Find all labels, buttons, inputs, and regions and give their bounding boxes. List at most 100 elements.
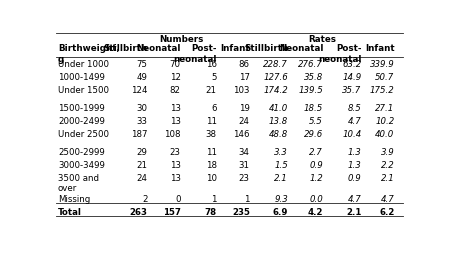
Text: 1.5: 1.5 [274, 161, 288, 170]
Text: 18: 18 [206, 161, 217, 170]
Text: 27.1: 27.1 [375, 104, 395, 113]
Text: 6.9: 6.9 [273, 208, 288, 217]
Text: Stillbirth: Stillbirth [104, 44, 148, 53]
Text: 1.3: 1.3 [348, 161, 361, 170]
Text: 276.7: 276.7 [298, 60, 323, 69]
Text: 10.2: 10.2 [375, 117, 395, 126]
Text: 82: 82 [170, 86, 181, 95]
Text: 4.7: 4.7 [348, 117, 361, 126]
Text: 0.0: 0.0 [309, 195, 323, 204]
Text: Post-
neonatal: Post- neonatal [174, 44, 217, 64]
Text: 175.2: 175.2 [370, 86, 395, 95]
Text: 3.3: 3.3 [274, 148, 288, 157]
Text: 12: 12 [170, 73, 181, 82]
Text: 1.2: 1.2 [309, 174, 323, 183]
Text: 48.8: 48.8 [269, 130, 288, 139]
Text: 139.5: 139.5 [298, 86, 323, 95]
Text: 86: 86 [239, 60, 250, 69]
Text: 13: 13 [170, 117, 181, 126]
Text: 2: 2 [142, 195, 148, 204]
Text: 6.2: 6.2 [379, 208, 395, 217]
Text: Infant: Infant [365, 44, 395, 53]
Text: 3.9: 3.9 [381, 148, 395, 157]
Text: 157: 157 [163, 208, 181, 217]
Text: 24: 24 [239, 117, 250, 126]
Text: 13: 13 [170, 174, 181, 183]
Text: 11: 11 [206, 117, 217, 126]
Text: 2.1: 2.1 [274, 174, 288, 183]
Text: Under 2500: Under 2500 [58, 130, 109, 139]
Text: 40.0: 40.0 [375, 130, 395, 139]
Text: 0: 0 [175, 195, 181, 204]
Text: 31: 31 [239, 161, 250, 170]
Text: 4.7: 4.7 [348, 195, 361, 204]
Text: 0.9: 0.9 [309, 161, 323, 170]
Text: 29: 29 [137, 148, 148, 157]
Text: 13.8: 13.8 [269, 117, 288, 126]
Text: 18.5: 18.5 [304, 104, 323, 113]
Text: 6: 6 [211, 104, 217, 113]
Text: 9.3: 9.3 [274, 195, 288, 204]
Text: 2500-2999: 2500-2999 [58, 148, 105, 157]
Text: 174.2: 174.2 [263, 86, 288, 95]
Text: Stillbirth: Stillbirth [244, 44, 288, 53]
Text: 10.4: 10.4 [342, 130, 361, 139]
Text: 1000-1499: 1000-1499 [58, 73, 105, 82]
Text: 108: 108 [164, 130, 181, 139]
Text: 187: 187 [131, 130, 148, 139]
Text: 21: 21 [137, 161, 148, 170]
Text: 21: 21 [206, 86, 217, 95]
Text: 127.6: 127.6 [263, 73, 288, 82]
Text: 2.1: 2.1 [346, 208, 361, 217]
Text: 24: 24 [137, 174, 148, 183]
Text: 33: 33 [137, 117, 148, 126]
Text: 41.0: 41.0 [269, 104, 288, 113]
Text: Infant: Infant [220, 44, 250, 53]
Text: Under 1000: Under 1000 [58, 60, 109, 69]
Text: 50.7: 50.7 [375, 73, 395, 82]
Text: 263: 263 [130, 208, 148, 217]
Text: 5.5: 5.5 [309, 117, 323, 126]
Text: 70: 70 [170, 60, 181, 69]
Text: 2000-2499: 2000-2499 [58, 117, 105, 126]
Text: 34: 34 [239, 148, 250, 157]
Text: 23: 23 [170, 148, 181, 157]
Text: 235: 235 [232, 208, 250, 217]
Text: Missing: Missing [58, 195, 90, 204]
Text: Neonatal: Neonatal [137, 44, 181, 53]
Text: 29.6: 29.6 [304, 130, 323, 139]
Text: 228.7: 228.7 [263, 60, 288, 69]
Text: 16: 16 [206, 60, 217, 69]
Text: 146: 146 [233, 130, 250, 139]
Text: 49: 49 [137, 73, 148, 82]
Text: 124: 124 [131, 86, 148, 95]
Text: 3000-3499: 3000-3499 [58, 161, 105, 170]
Text: 8.5: 8.5 [348, 104, 361, 113]
Text: 78: 78 [205, 208, 217, 217]
Text: 0.9: 0.9 [348, 174, 361, 183]
Text: 2.1: 2.1 [381, 174, 395, 183]
Text: 63.2: 63.2 [342, 60, 361, 69]
Text: 35.8: 35.8 [304, 73, 323, 82]
Text: 2.7: 2.7 [309, 148, 323, 157]
Text: Birthweight,
g: Birthweight, g [58, 44, 120, 64]
Text: 339.9: 339.9 [370, 60, 395, 69]
Text: 13: 13 [170, 161, 181, 170]
Text: 17: 17 [239, 73, 250, 82]
Text: 1: 1 [211, 195, 217, 204]
Text: 1500-1999: 1500-1999 [58, 104, 105, 113]
Text: Numbers: Numbers [159, 35, 203, 44]
Text: 10: 10 [206, 174, 217, 183]
Text: 30: 30 [137, 104, 148, 113]
Text: 35.7: 35.7 [342, 86, 361, 95]
Text: 1: 1 [244, 195, 250, 204]
Text: Under 1500: Under 1500 [58, 86, 109, 95]
Text: Rates: Rates [309, 35, 337, 44]
Text: 19: 19 [239, 104, 250, 113]
Text: 23: 23 [239, 174, 250, 183]
Text: 5: 5 [211, 73, 217, 82]
Text: 11: 11 [206, 148, 217, 157]
Text: Post-
neonatal: Post- neonatal [318, 44, 362, 64]
Text: 3500 and
over: 3500 and over [58, 174, 99, 193]
Text: 4.7: 4.7 [381, 195, 395, 204]
